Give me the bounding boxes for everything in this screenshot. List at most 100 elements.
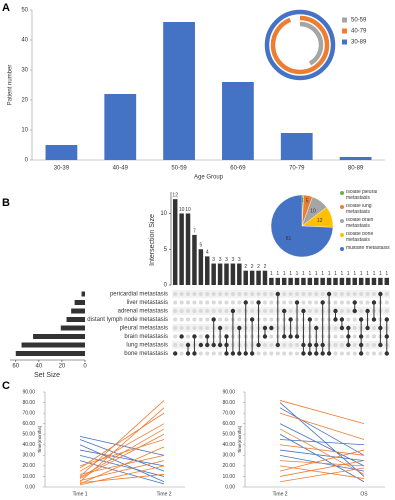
matrix-dot-empty	[371, 334, 376, 339]
bar-value-label: 1	[360, 271, 363, 277]
bar	[294, 277, 300, 285]
panel-label: A	[2, 2, 10, 14]
y-axis-label: Patient number	[8, 65, 14, 106]
series-line	[279, 433, 365, 483]
y-tick-label: 0.00	[225, 484, 235, 490]
y-tick-label: 5	[164, 247, 168, 253]
x-tick-label: Time 2	[272, 491, 287, 497]
matrix-dot	[275, 342, 280, 348]
matrix-dot-empty	[198, 317, 203, 322]
matrix-dot-empty	[333, 351, 338, 356]
y-axis-label: Intersection Size	[149, 214, 156, 266]
bar-value-label: 1	[270, 271, 273, 277]
bar-value-label: 1	[341, 271, 344, 277]
matrix-dot-empty	[333, 326, 338, 330]
matrix-dot-empty	[218, 292, 223, 296]
legend-swatch	[340, 219, 344, 223]
x-tick-label: 30-39	[54, 166, 70, 172]
matrix-dot-empty	[384, 309, 389, 313]
legend-label: 40-79	[351, 29, 367, 35]
series-line	[79, 449, 165, 467]
matrix-dot	[371, 317, 377, 322]
bar	[288, 277, 293, 285]
matrix-dot-empty	[230, 300, 235, 305]
legend-label-box: Isolate lung metastasis	[346, 204, 372, 214]
legend-swatch	[340, 191, 344, 195]
matrix-dot-empty	[179, 343, 184, 347]
matrix-dot-empty	[179, 317, 184, 322]
matrix-dot-empty	[378, 351, 383, 356]
legend-swatch	[342, 17, 347, 23]
matrix-dot	[217, 342, 223, 348]
bar	[45, 145, 78, 160]
matrix-dot-empty	[352, 292, 357, 296]
matrix-dot-empty	[256, 292, 261, 296]
matrix-dot-empty	[262, 343, 267, 347]
matrix-dot-empty	[307, 309, 312, 313]
bar	[237, 263, 242, 285]
y-tick-label: 10.00	[222, 474, 235, 480]
y-tick-label: 10	[21, 128, 28, 134]
bar	[280, 133, 313, 160]
y-tick-label: 40.00	[22, 442, 35, 448]
matrix-dot-empty	[365, 292, 370, 296]
matrix-dot-empty	[230, 292, 235, 296]
matrix-dot-empty	[192, 292, 197, 296]
matrix-dot	[358, 317, 364, 322]
matrix-dot-empty	[346, 300, 351, 305]
matrix-dot-empty	[359, 309, 364, 313]
matrix-dot	[365, 325, 370, 331]
matrix-dot-empty	[224, 300, 229, 305]
bar	[217, 263, 223, 285]
y-tick-label: 50	[21, 8, 28, 14]
matrix-dot	[185, 342, 191, 348]
matrix-dot	[262, 325, 268, 331]
bar-value-label: 1	[289, 271, 292, 277]
matrix-dot-empty	[346, 351, 351, 356]
series-line	[279, 407, 365, 456]
matrix-dot-empty	[282, 351, 287, 356]
matrix-dot-empty	[288, 300, 293, 305]
matrix-dot	[378, 342, 383, 348]
bar	[262, 270, 268, 285]
matrix-dot-empty	[371, 292, 376, 296]
x-axis-label: Set Size	[34, 372, 60, 379]
matrix-dot-empty	[211, 309, 216, 313]
bar-value-label: 1	[302, 271, 305, 277]
x-tick-label: 50-59	[171, 166, 187, 172]
matrix-dot	[365, 308, 370, 314]
y-tick-label: 0	[164, 283, 168, 289]
matrix-dot-empty	[295, 343, 300, 347]
matrix-dot-empty	[192, 300, 197, 305]
set-size-bar	[74, 300, 85, 305]
donut-ring	[270, 15, 330, 75]
matrix-dot	[320, 300, 325, 305]
series-line	[279, 460, 365, 477]
matrix-dot	[249, 317, 255, 322]
series-line	[279, 412, 365, 440]
matrix-dot-empty	[237, 300, 242, 305]
matrix-dot-empty	[269, 292, 274, 296]
series-line	[279, 449, 365, 472]
matrix-dot	[346, 325, 351, 331]
bar	[320, 277, 325, 285]
bar	[269, 277, 274, 285]
bar	[205, 256, 210, 285]
matrix-dot-empty	[352, 317, 357, 322]
series-line	[79, 400, 165, 477]
matrix-dot-empty	[198, 300, 203, 305]
bar-value-label: 5	[199, 243, 202, 249]
matrix-dot-empty	[243, 292, 248, 296]
matrix-dot-empty	[352, 334, 357, 339]
matrix-dot	[307, 351, 313, 356]
bar	[198, 249, 204, 285]
bar-value-label: 3	[225, 257, 228, 263]
matrix-dot-empty	[365, 300, 370, 305]
matrix-dot	[205, 334, 210, 339]
series-line	[279, 428, 365, 475]
matrix-dot-empty	[301, 300, 306, 305]
matrix-dot	[333, 308, 338, 314]
bar-value-label: 1	[379, 271, 382, 277]
matrix-dot-empty	[359, 292, 364, 296]
bar	[172, 199, 178, 285]
